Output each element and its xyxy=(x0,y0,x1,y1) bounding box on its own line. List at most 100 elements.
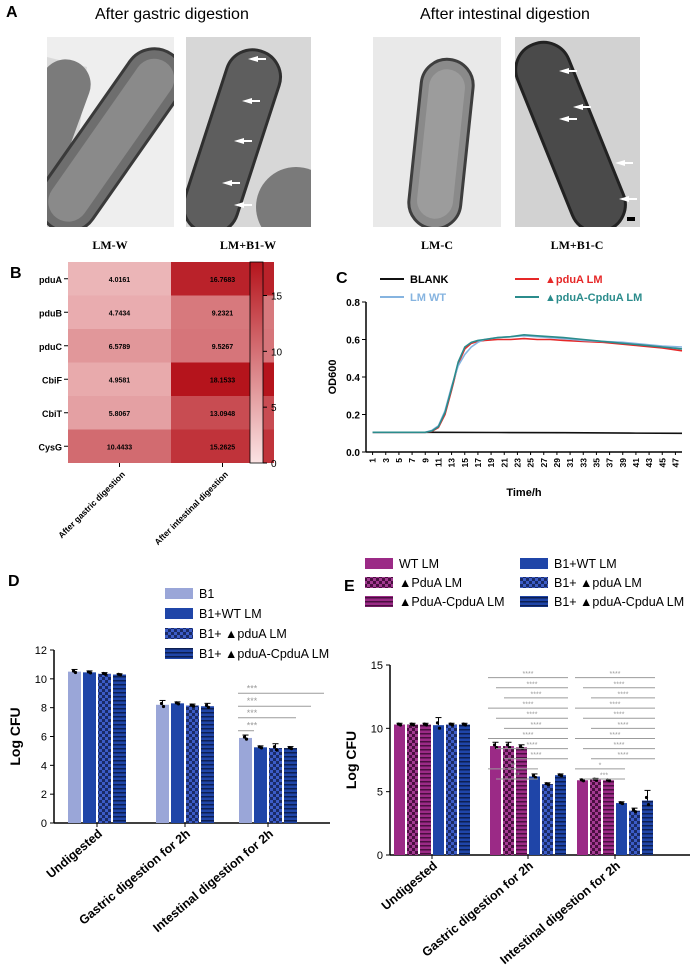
significance-label: ** xyxy=(514,773,520,780)
line-y-tick-label: 0.4 xyxy=(346,373,360,384)
line-x-tick-label: 29 xyxy=(552,458,562,468)
bar xyxy=(113,674,126,823)
heatmap-cell-value: 6.5789 xyxy=(109,344,131,351)
heatmap-cell xyxy=(68,362,171,396)
bar-y-tick-label: 15 xyxy=(371,660,383,672)
bar xyxy=(394,724,405,855)
bar-y-tick-label: 6 xyxy=(41,732,47,744)
bar xyxy=(459,724,470,855)
bar-y-tick-label: 12 xyxy=(35,645,47,657)
data-point xyxy=(118,673,123,677)
bar-y-tick-label: 4 xyxy=(41,760,47,772)
bar xyxy=(171,703,184,823)
significance-label: **** xyxy=(614,742,625,749)
line-series xyxy=(372,337,683,434)
data-point xyxy=(259,746,264,750)
heatmap-cell xyxy=(68,262,171,296)
bar xyxy=(156,704,169,823)
line-y-label: OD600 xyxy=(327,360,339,395)
heatmap-row-label: CbiF xyxy=(42,375,62,385)
bar xyxy=(186,705,199,823)
data-point xyxy=(505,743,510,747)
data-point xyxy=(644,795,649,800)
line-x-tick-label: 43 xyxy=(644,458,654,468)
colorbar-tick-label: 15 xyxy=(271,292,283,303)
bar xyxy=(239,737,252,823)
significance-label: **** xyxy=(527,712,538,719)
data-point xyxy=(435,721,440,725)
significance-label: **** xyxy=(610,732,621,739)
data-point xyxy=(398,723,403,727)
line-x-tick-label: 39 xyxy=(618,458,628,468)
bar xyxy=(516,747,527,855)
growth-curve-chart: 0.00.20.40.60.81 3 5 7 9 11 13 15 17 19 21 23 25 27 29… xyxy=(327,274,683,499)
heatmap-cell-value: 10.4433 xyxy=(107,444,132,451)
bar-y-tick-label: 10 xyxy=(371,723,383,735)
heatmap-row-label: CysG xyxy=(38,442,62,452)
bar-legend-swatch xyxy=(520,577,548,588)
heatmap-row-label: CbiT xyxy=(42,409,62,419)
heatmap-cell-value: 4.7434 xyxy=(109,310,131,317)
bar xyxy=(629,810,640,855)
line-legend-label: ▲pduA LM xyxy=(545,274,603,286)
line-x-tick-label: 31 xyxy=(565,458,575,468)
data-point xyxy=(73,670,78,675)
bar-y-tick-label: 5 xyxy=(377,787,383,799)
heatmap-cell xyxy=(68,295,171,329)
arrow-markers-2 xyxy=(559,68,637,202)
line-legend-label: LM WT xyxy=(410,292,446,304)
bar xyxy=(269,748,282,823)
bar-legend-swatch xyxy=(165,608,193,619)
data-point xyxy=(533,775,538,780)
bar-legend-label: B1+ ▲pduA-CpduA LM xyxy=(554,595,684,609)
heatmap-cell xyxy=(68,329,171,363)
data-point xyxy=(559,774,564,778)
bar-x-tick-label: Undigested xyxy=(44,827,105,881)
bar xyxy=(603,780,614,855)
bar-y-tick-label: 8 xyxy=(41,703,47,715)
data-point xyxy=(242,735,247,739)
line-x-tick-label: 35 xyxy=(591,458,601,468)
data-point xyxy=(272,745,277,749)
heatmap-cell-value: 4.9581 xyxy=(109,377,131,384)
significance-label: **** xyxy=(523,732,534,739)
line-x-tick-label: 21 xyxy=(499,458,509,468)
heatmap-cell-value: 16.7683 xyxy=(210,277,235,284)
line-y-tick-label: 0.6 xyxy=(346,336,360,347)
significance-label: **** xyxy=(614,681,625,688)
significance-label: *** xyxy=(247,696,258,706)
heatmap-cell-value: 5.8067 xyxy=(109,411,131,418)
bar-y-tick-label: 0 xyxy=(377,850,383,862)
bar-y-label: Log CFU xyxy=(343,731,359,789)
micrograph-lm-b1-c xyxy=(515,37,640,227)
line-x-tick-label: 5 xyxy=(394,458,404,463)
bar xyxy=(83,672,96,823)
data-point xyxy=(103,672,108,676)
line-x-tick-label: 45 xyxy=(657,458,667,468)
line-x-tick-label: 33 xyxy=(578,458,588,468)
bar-legend-label: B1+ ▲pduA-CpduA LM xyxy=(199,647,329,661)
bar xyxy=(254,747,267,823)
heatmap-cell xyxy=(68,429,171,463)
bar-legend-swatch xyxy=(165,648,193,659)
data-point xyxy=(450,723,455,727)
data-point xyxy=(204,703,209,707)
line-y-tick-label: 0.8 xyxy=(346,298,360,309)
line-legend-label: ▲pduA-CpduA LM xyxy=(545,292,642,304)
data-point xyxy=(176,702,181,706)
panel-a-title-intestinal: After intestinal digestion xyxy=(420,6,590,23)
significance-label: **** xyxy=(618,691,629,698)
colorbar-tick-label: 5 xyxy=(271,403,277,414)
heatmap-cell-value: 4.0161 xyxy=(109,277,131,284)
bar xyxy=(642,800,653,855)
bar-y-tick-label: 10 xyxy=(35,674,47,686)
micrograph-label-lm-w: LM-W xyxy=(92,238,128,252)
significance-label: **** xyxy=(610,671,621,678)
line-x-tick-label: 19 xyxy=(486,458,496,468)
heatmap-col-label: After gastric digestion xyxy=(56,469,127,540)
significance-label: **** xyxy=(618,722,629,729)
data-point xyxy=(411,723,416,727)
data-point xyxy=(244,737,249,741)
data-point xyxy=(607,779,612,783)
